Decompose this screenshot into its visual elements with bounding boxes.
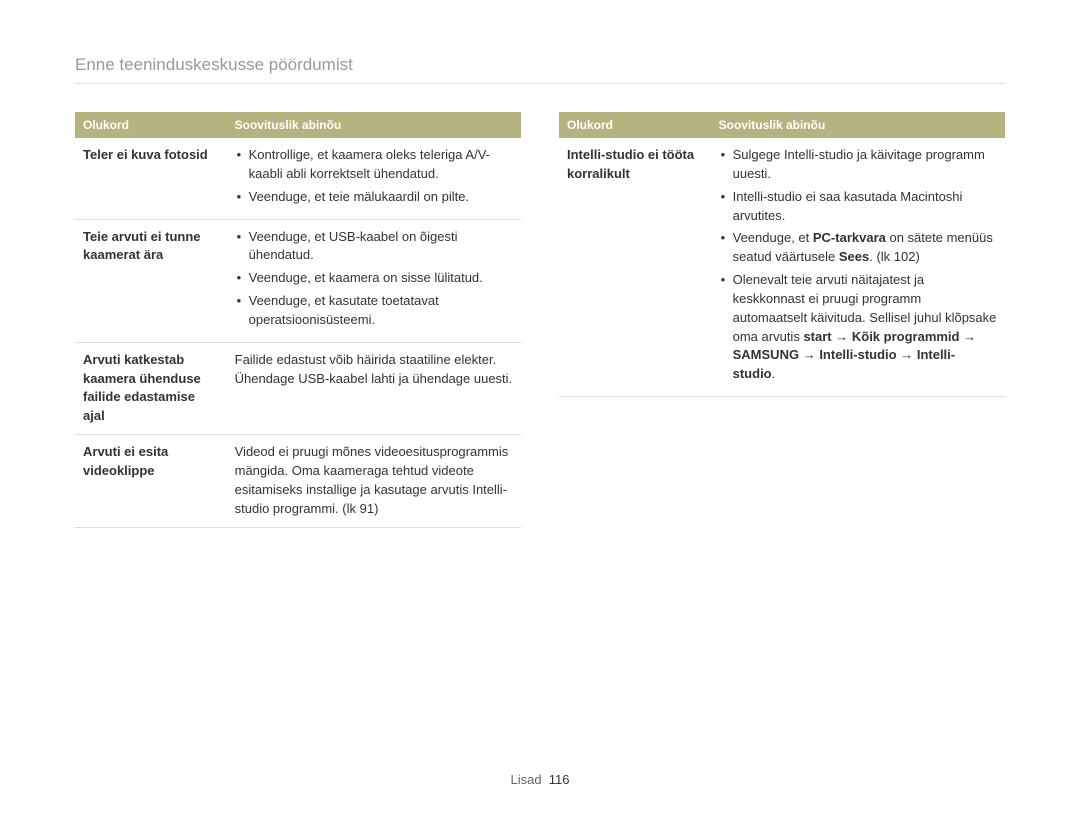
- situation-cell: Arvuti ei esita videoklippe: [75, 435, 227, 527]
- troubleshoot-table-right: Olukord Soovituslik abinõu Intelli-studi…: [559, 112, 1005, 397]
- table-row: Intelli-studio ei tööta korralikult Sulg…: [559, 138, 1005, 397]
- situation-cell: Arvuti katkestab kaamera ühenduse failid…: [75, 342, 227, 434]
- list-item: Veenduge, et kaamera on sisse lülitatud.: [235, 269, 513, 288]
- solution-cell: Videod ei pruugi mõnes videoesitusprogra…: [227, 435, 521, 527]
- list-item: Veenduge, et teie mälukaardil on pilte.: [235, 188, 513, 207]
- solution-cell: Sulgege Intelli-studio ja käivitage prog…: [711, 138, 1005, 397]
- solution-cell: Failide edastust võib häirida staatiline…: [227, 342, 521, 434]
- header-solution: Soovituslik abinõu: [227, 112, 521, 138]
- list-item: Intelli-studio ei saa kasutada Macintosh…: [719, 188, 997, 226]
- page-footer: Lisad 116: [0, 772, 1080, 787]
- troubleshoot-table-left: Olukord Soovituslik abinõu Teler ei kuva…: [75, 112, 521, 528]
- list-item: Sulgege Intelli-studio ja käivitage prog…: [719, 146, 997, 184]
- footer-page-number: 116: [549, 772, 570, 787]
- content-columns: Olukord Soovituslik abinõu Teler ei kuva…: [75, 112, 1005, 528]
- list-item: Veenduge, et kasutate toetatavat operats…: [235, 292, 513, 330]
- right-column: Olukord Soovituslik abinõu Intelli-studi…: [559, 112, 1005, 528]
- table-row: Teler ei kuva fotosid Kontrollige, et ka…: [75, 138, 521, 219]
- table-row: Arvuti katkestab kaamera ühenduse failid…: [75, 342, 521, 434]
- solution-cell: Kontrollige, et kaamera oleks teleriga A…: [227, 138, 521, 219]
- table-row: Teie arvuti ei tunne kaamerat ära Veendu…: [75, 219, 521, 342]
- situation-cell: Teie arvuti ei tunne kaamerat ära: [75, 219, 227, 342]
- footer-section: Lisad: [510, 772, 541, 787]
- page-title: Enne teeninduskeskusse pöördumist: [75, 55, 1005, 84]
- header-situation: Olukord: [75, 112, 227, 138]
- situation-cell: Teler ei kuva fotosid: [75, 138, 227, 219]
- list-item: Veenduge, et USB-kaabel on õigesti ühend…: [235, 228, 513, 266]
- list-item: Olenevalt teie arvuti näitajatest ja kes…: [719, 271, 997, 384]
- header-solution: Soovituslik abinõu: [711, 112, 1005, 138]
- table-row: Arvuti ei esita videoklippe Videod ei pr…: [75, 435, 521, 527]
- header-situation: Olukord: [559, 112, 711, 138]
- situation-cell: Intelli-studio ei tööta korralikult: [559, 138, 711, 397]
- list-item: Kontrollige, et kaamera oleks teleriga A…: [235, 146, 513, 184]
- left-column: Olukord Soovituslik abinõu Teler ei kuva…: [75, 112, 521, 528]
- list-item: Veenduge, et PC-tarkvara on sätete menüü…: [719, 229, 997, 267]
- solution-cell: Veenduge, et USB-kaabel on õigesti ühend…: [227, 219, 521, 342]
